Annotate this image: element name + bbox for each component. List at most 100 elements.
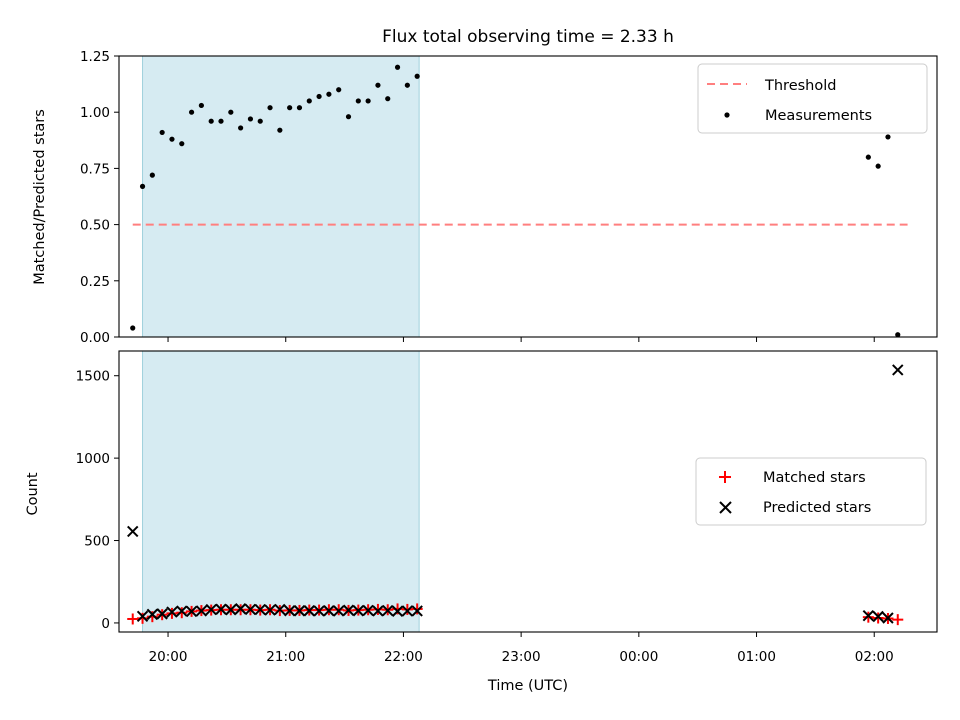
measurement-point xyxy=(238,125,244,131)
measurement-point xyxy=(414,73,420,79)
measurement-point xyxy=(394,64,401,70)
matched-star-point xyxy=(137,612,149,624)
bottom-x-ticks: 20:00 21:00 22:00 23:00 00:00 01:00 02:00 xyxy=(149,632,894,665)
predicted-star-point xyxy=(372,605,384,617)
predicted-star-point xyxy=(332,605,345,617)
chart-title: Flux total observing time = 2.33 h xyxy=(382,27,674,47)
legend-matched-swatch xyxy=(719,471,731,483)
bottom-axes-frame xyxy=(118,350,938,633)
y-tick-label: 1.00 xyxy=(80,105,110,121)
predicted-star-point xyxy=(892,364,904,376)
y-tick-label: 1000 xyxy=(76,451,110,467)
measurement-point xyxy=(257,118,263,124)
predicted-star-point xyxy=(176,605,188,617)
measurement-point xyxy=(159,129,165,136)
predicted-star-point xyxy=(234,603,247,615)
measurements-layer xyxy=(130,64,901,338)
observing-window-shade xyxy=(142,55,420,338)
measurement-point xyxy=(865,154,871,160)
x-tick-label: 02:00 xyxy=(855,649,894,665)
measurement-point xyxy=(336,87,342,93)
predicted-star-point xyxy=(274,603,286,616)
matched-star-point xyxy=(892,614,904,626)
measurement-point xyxy=(875,163,881,169)
x-axis-label: Time (UTC) xyxy=(487,678,568,694)
measurement-point xyxy=(208,118,214,124)
predicted-star-point xyxy=(411,605,423,617)
predicted-star-point xyxy=(283,605,296,617)
y-tick-label: 0.25 xyxy=(80,274,110,290)
predicted-star-point xyxy=(195,605,208,617)
predicted-star-point xyxy=(146,608,159,621)
y-tick-label: 0.75 xyxy=(80,161,110,177)
x-tick-label: 23:00 xyxy=(502,649,541,665)
predicted-star-point xyxy=(352,605,365,617)
predicted-star-point xyxy=(401,605,414,617)
legend-predicted-swatch xyxy=(719,501,732,514)
counts-layer xyxy=(127,364,904,626)
top-x-tickmarks xyxy=(167,337,875,342)
predicted-star-point xyxy=(323,605,335,617)
observing-window-shade-bottom xyxy=(142,350,420,633)
predicted-star-point xyxy=(264,604,276,616)
y-tick-label: 0 xyxy=(101,616,110,632)
legend-matched-label: Matched stars xyxy=(763,470,866,486)
matched-star-point xyxy=(411,603,423,615)
legend-measurements-swatch xyxy=(724,112,730,118)
top-y-ticks: 0.00 0.25 0.50 0.75 1.00 1.25 xyxy=(80,49,119,346)
measurement-point xyxy=(316,93,322,100)
measurement-point xyxy=(149,172,155,178)
predicted-star-point xyxy=(166,606,178,618)
matched-star-point xyxy=(872,612,884,624)
predicted-star-point xyxy=(862,609,875,622)
measurement-point xyxy=(247,116,254,122)
legend-predicted-label: Predicted stars xyxy=(763,500,871,516)
predicted-star-point xyxy=(293,605,306,617)
matched-star-point xyxy=(372,603,384,615)
predicted-star-point xyxy=(872,610,884,623)
measurement-point xyxy=(267,105,273,111)
measurement-point xyxy=(895,332,901,338)
y-tick-label: 1500 xyxy=(76,369,110,385)
legend-measurements-label: Measurements xyxy=(765,108,872,124)
measurement-point xyxy=(169,136,175,142)
x-tick-label: 20:00 xyxy=(149,649,188,665)
bottom-legend: Matched stars Predicted stars xyxy=(695,457,927,526)
measurement-point xyxy=(326,91,332,97)
predicted-star-point xyxy=(244,603,257,616)
top-legend: Threshold Measurements xyxy=(697,63,928,134)
measurement-point xyxy=(188,109,195,115)
predicted-star-point xyxy=(205,603,217,616)
y-tick-label: 0.00 xyxy=(80,330,110,346)
measurement-point xyxy=(130,325,136,331)
top-panel: 0.00 0.25 0.50 0.75 1.00 1.25 Flux total obse… xyxy=(32,27,938,346)
predicted-star-point xyxy=(382,604,394,617)
top-y-axis-label: Matched/Predicted stars xyxy=(32,109,48,285)
bottom-panel: 0 500 1000 1500 20:00 21:00 22:00 23:00 00:00 01… xyxy=(25,350,938,694)
y-tick-label: 1.25 xyxy=(80,49,110,65)
bottom-legend-box xyxy=(695,457,927,526)
measurement-point xyxy=(404,82,410,88)
measurement-point xyxy=(139,183,146,189)
matched-star-point xyxy=(862,611,874,623)
predicted-star-point xyxy=(215,603,227,615)
measurement-point xyxy=(296,105,303,111)
measurement-point xyxy=(277,127,283,133)
x-tick-label: 00:00 xyxy=(619,649,658,665)
bottom-y-axis-label: Count xyxy=(25,472,41,515)
measurement-point xyxy=(885,134,891,140)
y-tick-label: 500 xyxy=(84,534,110,550)
measurement-point xyxy=(355,98,361,104)
top-axes-frame xyxy=(118,55,938,338)
matched-star-point xyxy=(176,607,188,619)
top-legend-box xyxy=(697,63,928,134)
measurement-point xyxy=(287,105,293,111)
predicted-star-point xyxy=(313,605,325,617)
measurement-point xyxy=(179,141,185,147)
measurement-point xyxy=(365,98,371,104)
measurement-point xyxy=(218,118,224,124)
x-tick-label: 22:00 xyxy=(384,649,423,665)
measurement-point xyxy=(345,114,352,120)
predicted-star-point xyxy=(882,612,894,624)
